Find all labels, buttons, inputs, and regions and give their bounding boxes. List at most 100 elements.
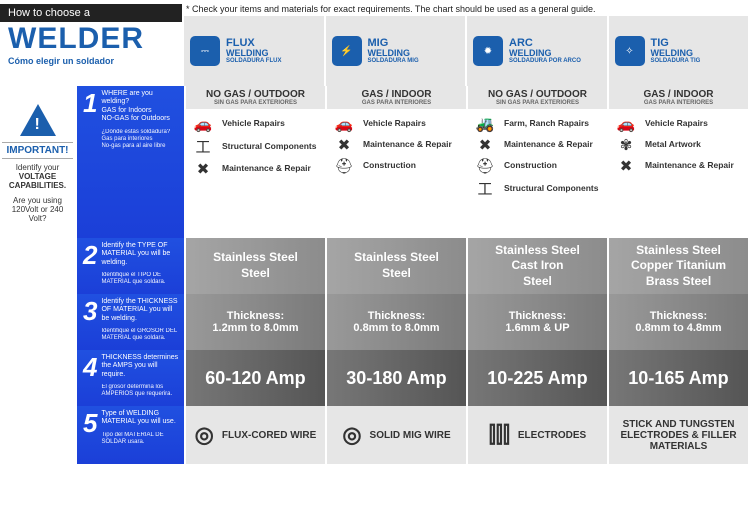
- use-icon: 工: [472, 178, 498, 199]
- use-icon: 🚜: [472, 115, 498, 133]
- use-text: Vehicle Rapairs: [222, 119, 285, 128]
- row-text: Identify the THICKNESS OF MATERIAL you w…: [101, 298, 180, 323]
- use-text: Structural Components: [222, 142, 316, 151]
- row-uses: 1WHERE are you welding?GAS for IndoorsNO…: [75, 86, 750, 238]
- brand-bar: How to choose a: [0, 4, 182, 22]
- use-item: ✖ Maintenance & Repair: [331, 136, 462, 154]
- use-icon: 工: [190, 136, 216, 157]
- use-icon: ⛑: [472, 157, 498, 175]
- row-number: 3: [83, 298, 97, 346]
- type-header: ⎓FLUXWELDINGSOLDADURA FLUX: [184, 16, 324, 86]
- use-header: GAS / INDOORGAS PARA INTERIORES: [327, 86, 466, 109]
- use-item: 🚗 Vehicle Rapairs: [331, 115, 462, 133]
- use-item: 工Structural Components: [472, 178, 603, 199]
- use-item: ✾ Metal Artwork: [613, 136, 744, 154]
- brand-title: WELDER: [8, 24, 174, 54]
- use-item: ⛑Construction: [331, 157, 462, 175]
- wire-cell: STICK AND TUNGSTEN ELECTRODES & FILLER M…: [609, 406, 748, 464]
- row-number: 5: [83, 410, 97, 460]
- use-icon: 🚗: [190, 115, 216, 133]
- top-section: How to choose a WELDER Cómo elegir un so…: [0, 0, 750, 86]
- use-icon: ✾: [613, 136, 639, 154]
- use-cell: NO GAS / OUTDOORSIN GAS PARA EXTERIORES 🚜…: [468, 86, 607, 238]
- wire-cell: ⫿⫿⫿ ELECTRODES: [468, 406, 607, 464]
- type-icon: ✹: [473, 36, 503, 66]
- row-text: Type of WELDING MATERIAL you will use.: [101, 410, 180, 427]
- side-text-1: Identify your: [2, 163, 73, 172]
- material-cell: Stainless SteelCast IronSteel: [468, 238, 607, 294]
- use-header: NO GAS / OUTDOORSIN GAS PARA EXTERIORES: [468, 86, 607, 109]
- important-label: IMPORTANT!: [2, 142, 73, 159]
- type-icon: ✧: [615, 36, 645, 66]
- comparison-grid: 1WHERE are you welding?GAS for IndoorsNO…: [75, 86, 750, 515]
- use-icon: 🚗: [613, 115, 639, 133]
- thickness-cell: Thickness:0.8mm to 4.8mm: [609, 294, 748, 350]
- use-item: 🚜 Farm, Ranch Rapairs: [472, 115, 603, 133]
- row-label: 3Identify the THICKNESS OF MATERIAL you …: [77, 294, 184, 350]
- use-text: Construction: [504, 161, 557, 170]
- row-subtext: Identifique el TIPO DE MATERIAL que sold…: [101, 272, 180, 286]
- type-icon: ⚡: [332, 36, 362, 66]
- row-label: 1WHERE are you welding?GAS for IndoorsNO…: [77, 86, 184, 238]
- use-icon: ✖: [472, 136, 498, 154]
- use-item: 工 Structural Components: [190, 136, 321, 157]
- row-text: THICKNESS determines the AMPS you will r…: [101, 354, 180, 379]
- use-text: Maintenance & Repair: [363, 140, 452, 149]
- use-text: Maintenance & Repair: [645, 161, 734, 170]
- row-subtext: El grosor determina los AMPERIOS que req…: [101, 384, 180, 398]
- use-text: Vehicle Rapairs: [363, 119, 426, 128]
- thickness-cell: Thickness:0.8mm to 8.0mm: [327, 294, 466, 350]
- wire-icon: ◎: [342, 422, 361, 448]
- row-subtext: Identifique el GROSOR DEL MATERIAL que s…: [101, 328, 180, 342]
- row-number: 4: [83, 354, 97, 402]
- type-headers: ⎓FLUXWELDINGSOLDADURA FLUX⚡MIGWELDINGSOL…: [182, 16, 750, 86]
- row-materials: 2Identify the TYPE OF MATERIAL you will …: [75, 238, 750, 294]
- amp-cell: 10-225 Amp: [468, 350, 607, 406]
- wire-cell: ◎SOLID MIG WIRE: [327, 406, 466, 464]
- material-cell: Stainless SteelSteel: [186, 238, 325, 294]
- use-header: GAS / INDOORGAS PARA INTERIORES: [609, 86, 748, 109]
- use-text: Metal Artwork: [645, 140, 701, 149]
- type-header: ✹ARCWELDINGSOLDADURA POR ARCO: [467, 16, 607, 86]
- use-item: ✖ Maintenance & Repair: [472, 136, 603, 154]
- side-text-2: VOLTAGE CAPABILITIES.: [2, 172, 73, 190]
- type-header: ⚡MIGWELDINGSOLDADURA MIG: [326, 16, 466, 86]
- row-subtext: ¿Dónde estás soldadura?Gas para interior…: [101, 129, 180, 151]
- wire-icon: ◎: [195, 422, 214, 448]
- use-header: NO GAS / OUTDOORSIN GAS PARA EXTERIORES: [186, 86, 325, 109]
- wire-cell: ◎FLUX-CORED WIRE: [186, 406, 325, 464]
- side-text-3: Are you using 120Volt or 240 Volt?: [2, 196, 73, 223]
- footnote: * Check your items and materials for exa…: [182, 0, 750, 16]
- use-item: ✖Maintenance & Repair: [190, 160, 321, 178]
- main-section: IMPORTANT! Identify your VOLTAGE CAPABIL…: [0, 86, 750, 515]
- infographic: How to choose a WELDER Cómo elegir un so…: [0, 0, 750, 515]
- row-label: 4THICKNESS determines the AMPS you will …: [77, 350, 184, 406]
- use-cell: GAS / INDOORGAS PARA INTERIORES 🚗 Vehicle …: [609, 86, 748, 238]
- wire-text: ELECTRODES: [518, 430, 586, 441]
- use-item: 🚗 Vehicle Rapairs: [613, 115, 744, 133]
- row-number: 2: [83, 242, 97, 290]
- row-text: WHERE are you welding?GAS for IndoorsNO-…: [101, 90, 180, 124]
- row-wire: 5Type of WELDING MATERIAL you will use.T…: [75, 406, 750, 464]
- use-icon: ✖: [331, 136, 357, 154]
- use-icon: 🚗: [331, 115, 357, 133]
- row-number: 1: [83, 90, 97, 234]
- use-text: Maintenance & Repair: [504, 140, 593, 149]
- brand-block: How to choose a WELDER Cómo elegir un so…: [0, 0, 182, 86]
- wire-icon: ⫿⫿⫿: [489, 422, 510, 448]
- use-cell: NO GAS / OUTDOORSIN GAS PARA EXTERIORES 🚗…: [186, 86, 325, 238]
- brand-subtitle: Cómo elegir un soldador: [8, 56, 174, 66]
- wire-text: STICK AND TUNGSTEN ELECTRODES & FILLER M…: [609, 419, 748, 452]
- top-right: * Check your items and materials for exa…: [182, 0, 750, 86]
- use-text: Vehicle Rapairs: [645, 119, 708, 128]
- row-text: Identify the TYPE OF MATERIAL you will b…: [101, 242, 180, 267]
- use-icon: ✖: [190, 160, 216, 178]
- row-label: 2Identify the TYPE OF MATERIAL you will …: [77, 238, 184, 294]
- row-amps: 4THICKNESS determines the AMPS you will …: [75, 350, 750, 406]
- use-item: ✖Maintenance & Repair: [613, 157, 744, 175]
- material-cell: Stainless SteelCopper TitaniumBrass Stee…: [609, 238, 748, 294]
- use-item: ⛑ Construction: [472, 157, 603, 175]
- use-item: 🚗 Vehicle Rapairs: [190, 115, 321, 133]
- thickness-cell: Thickness:1.2mm to 8.0mm: [186, 294, 325, 350]
- use-text: Farm, Ranch Rapairs: [504, 119, 589, 128]
